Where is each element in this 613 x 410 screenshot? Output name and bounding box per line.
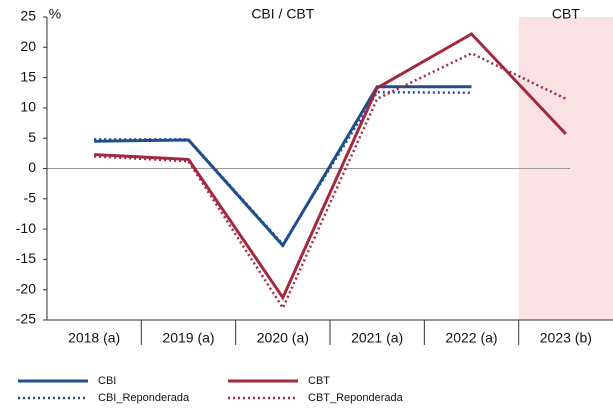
y-tick-label: 5 <box>28 129 36 145</box>
y-tick-label: 25 <box>20 8 36 24</box>
legend-label: CBT_Reponderada <box>308 392 404 404</box>
region-title: CBI / CBT <box>251 6 314 22</box>
x-tick-label: 2018 (a) <box>68 330 120 346</box>
series-line <box>94 90 472 247</box>
x-tick-label: 2020 (a) <box>257 330 309 346</box>
unit-label: % <box>49 6 61 22</box>
x-tick-label: 2021 (a) <box>351 330 403 346</box>
series-line <box>94 51 567 311</box>
legend-label: CBI <box>98 375 116 387</box>
x-tick-label: 2019 (a) <box>162 330 214 346</box>
x-tick-label: 2023 (b) <box>540 330 592 346</box>
y-tick-label: 20 <box>20 38 36 54</box>
x-tick-label: 2022 (a) <box>445 330 497 346</box>
y-tick-label: 0 <box>28 159 36 175</box>
y-tick-label: -15 <box>16 250 36 266</box>
legend-label: CBI_Reponderada <box>98 392 190 404</box>
legend-label: CBT <box>308 375 330 387</box>
y-tick-label: 15 <box>20 68 36 84</box>
series-line <box>94 32 567 301</box>
y-tick-label: -25 <box>16 311 36 327</box>
y-tick-label: -10 <box>16 220 36 236</box>
y-tick-label: -5 <box>24 190 37 206</box>
region-title: CBT <box>552 6 580 22</box>
y-tick-label: 10 <box>20 99 36 115</box>
series-line <box>94 85 472 248</box>
y-tick-label: -20 <box>16 280 36 296</box>
